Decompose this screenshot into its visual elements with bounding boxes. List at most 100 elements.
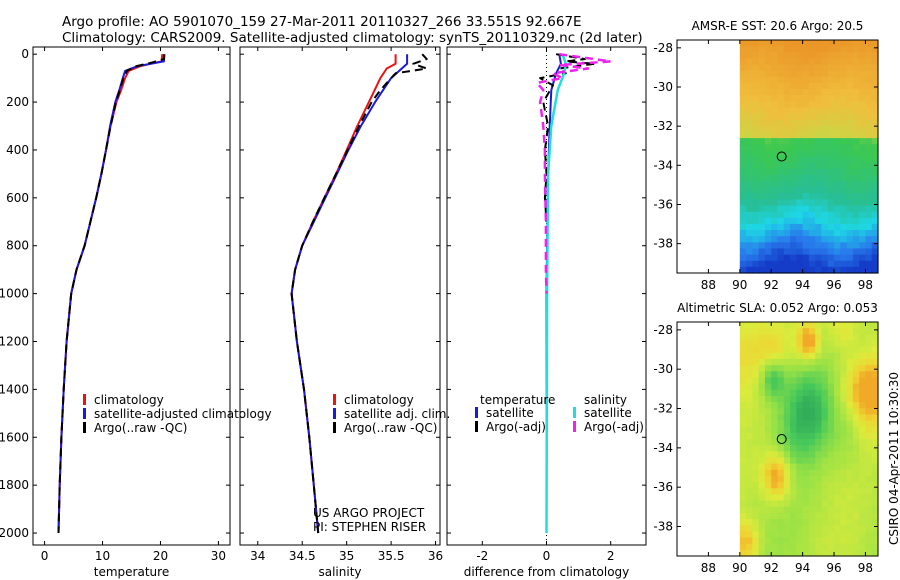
heatmap-cell: [859, 107, 867, 115]
heatmap-cells: [739, 322, 879, 557]
legend-swatch: [573, 421, 576, 432]
heatmap-cell: [802, 107, 810, 115]
heatmap-cell: [846, 537, 854, 545]
heatmap-cell: [840, 414, 848, 422]
heatmap-cell: [758, 537, 766, 545]
heatmap-cell: [777, 181, 785, 188]
heatmap-cell: [840, 500, 848, 508]
heatmap-cell: [746, 217, 753, 225]
heatmap-cell: [739, 64, 747, 72]
heatmap-cell: [846, 58, 854, 66]
heatmap-cell: [821, 463, 829, 471]
heatmap-cell: [808, 217, 816, 225]
heatmap-cell: [815, 445, 823, 452]
x-axis-label: temperature: [94, 565, 169, 579]
heatmap-cell: [746, 107, 753, 115]
heatmap-cell: [783, 469, 791, 477]
heatmap-cell: [834, 383, 841, 391]
heatmap-cell: [827, 475, 835, 483]
heatmap-cell: [852, 193, 860, 201]
heatmap-cell: [834, 352, 841, 360]
heatmap-cell: [777, 236, 785, 243]
heatmap-cell: [758, 432, 766, 440]
heatmap-cell: [771, 500, 779, 508]
heatmap-cell: [871, 107, 879, 115]
heatmap-cell: [846, 64, 854, 72]
heatmap-cell: [783, 340, 791, 348]
heatmap-cell: [771, 512, 779, 520]
heatmap-cell: [871, 377, 879, 385]
heatmap-cell: [840, 451, 848, 459]
heatmap-cell: [821, 519, 829, 526]
heatmap-cell: [771, 322, 779, 329]
heatmap-cell: [764, 371, 772, 379]
heatmap-cell: [827, 89, 835, 96]
heatmap-cell: [815, 138, 823, 145]
heatmap-cell: [821, 138, 829, 145]
heatmap-cell: [871, 463, 879, 471]
heatmap-cell: [852, 549, 860, 557]
heatmap-cell: [834, 156, 841, 164]
heatmap-cell: [846, 488, 854, 496]
heatmap-cell: [827, 174, 835, 182]
heatmap-cell: [758, 187, 766, 194]
heatmap-cell: [796, 537, 804, 545]
heatmap-cell: [827, 144, 835, 151]
heatmap-cell: [808, 389, 816, 397]
heatmap-cell: [746, 334, 753, 342]
heatmap-cell: [852, 352, 860, 360]
heatmap-cell: [739, 125, 747, 133]
heatmap-cell: [815, 352, 823, 360]
heatmap-cell: [777, 500, 785, 508]
heatmap-cell: [834, 445, 841, 452]
heatmap-cell: [834, 217, 841, 225]
heatmap-cell: [815, 95, 823, 102]
heatmap-cell: [752, 408, 760, 415]
heatmap-cell: [739, 230, 747, 237]
heatmap-cell: [796, 230, 804, 237]
heatmap-cell: [746, 457, 753, 465]
heatmap-cell: [827, 168, 835, 176]
heatmap-cell: [859, 488, 867, 496]
heatmap-cell: [802, 144, 810, 151]
heatmap-cell: [783, 543, 791, 551]
heatmap-cell: [834, 531, 841, 539]
heatmap-cell: [771, 223, 779, 231]
heatmap-cell: [752, 512, 760, 520]
heatmap-cell: [852, 131, 860, 139]
legend-group-salinity: salinity: [584, 393, 628, 407]
heatmap-cell: [790, 322, 797, 329]
heatmap-cell: [783, 223, 791, 231]
heatmap-cell: [739, 500, 747, 508]
heatmap-cell: [783, 64, 791, 72]
heatmap-cell: [865, 451, 873, 459]
heatmap-cell: [865, 389, 873, 397]
heatmap-cell: [834, 101, 841, 109]
heatmap-cell: [865, 525, 873, 532]
heatmap-cell: [815, 469, 823, 477]
x-tick-label: 0: [41, 549, 49, 563]
heatmap-cell: [846, 494, 854, 502]
heatmap-cell: [808, 463, 816, 471]
heatmap-cell: [846, 131, 854, 139]
heatmap-cell: [802, 426, 810, 434]
heatmap-cell: [783, 211, 791, 219]
heatmap-cell: [815, 377, 823, 385]
heatmap-cell: [840, 89, 848, 96]
heatmap-cell: [821, 432, 829, 440]
heatmap-cell: [739, 328, 747, 335]
heatmap-cell: [840, 131, 848, 139]
heatmap-cell: [758, 519, 766, 526]
heatmap-cell: [771, 119, 779, 127]
heatmap-cell: [764, 101, 772, 109]
heatmap-cell: [865, 334, 873, 342]
heatmap-cell: [790, 500, 797, 508]
heatmap-cell: [859, 125, 867, 133]
heatmap-cell: [746, 488, 753, 496]
heatmap-cell: [871, 395, 879, 403]
heatmap-cell: [852, 451, 860, 459]
heatmap-cell: [771, 181, 779, 188]
heatmap-cell: [865, 377, 873, 385]
